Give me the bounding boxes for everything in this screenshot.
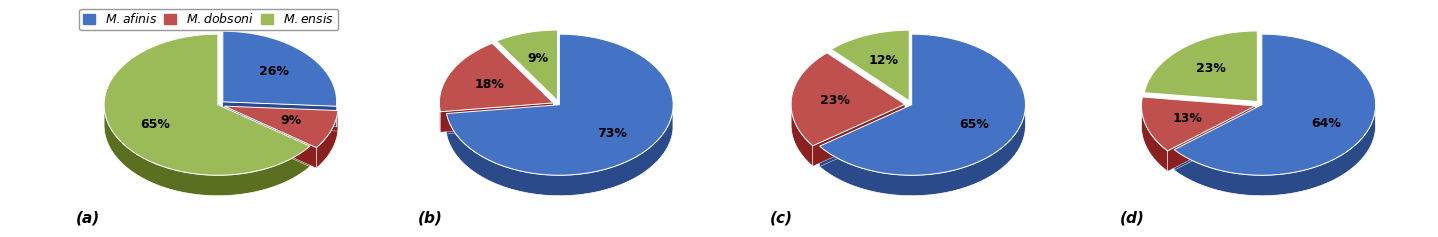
- Polygon shape: [446, 105, 559, 134]
- Polygon shape: [1175, 105, 1263, 170]
- Text: 18%: 18%: [475, 78, 505, 91]
- Polygon shape: [1145, 31, 1257, 101]
- Polygon shape: [224, 106, 316, 168]
- Polygon shape: [831, 30, 909, 101]
- Polygon shape: [219, 105, 311, 167]
- Text: 23%: 23%: [820, 94, 850, 107]
- Polygon shape: [446, 34, 673, 175]
- Text: 9%: 9%: [528, 52, 548, 65]
- Polygon shape: [812, 104, 905, 166]
- Polygon shape: [104, 106, 311, 196]
- Polygon shape: [820, 106, 1025, 196]
- Text: 65%: 65%: [139, 118, 170, 131]
- Polygon shape: [223, 102, 336, 127]
- Polygon shape: [820, 105, 912, 167]
- Text: 23%: 23%: [1196, 62, 1225, 75]
- Polygon shape: [223, 31, 336, 106]
- Polygon shape: [316, 111, 338, 168]
- Polygon shape: [791, 53, 905, 146]
- Polygon shape: [1142, 107, 1168, 171]
- Polygon shape: [496, 30, 558, 101]
- Polygon shape: [104, 34, 311, 175]
- Polygon shape: [820, 34, 1025, 175]
- Text: (c): (c): [769, 210, 792, 225]
- Text: 64%: 64%: [1311, 117, 1340, 130]
- Polygon shape: [1142, 97, 1255, 151]
- Polygon shape: [1175, 34, 1376, 175]
- Text: 65%: 65%: [959, 118, 989, 131]
- Polygon shape: [440, 103, 554, 132]
- Polygon shape: [224, 106, 338, 148]
- Text: 26%: 26%: [259, 65, 289, 78]
- Polygon shape: [446, 109, 673, 196]
- Polygon shape: [1175, 109, 1375, 196]
- Polygon shape: [224, 106, 338, 131]
- Polygon shape: [791, 105, 812, 166]
- Text: (b): (b): [417, 210, 443, 225]
- Legend: $M. afinis$, $M. dobsoni$, $M. ensis$: $M. afinis$, $M. dobsoni$, $M. ensis$: [79, 9, 338, 30]
- Text: 12%: 12%: [869, 54, 899, 67]
- Text: 13%: 13%: [1172, 112, 1202, 125]
- Text: (a): (a): [76, 210, 101, 225]
- Text: 73%: 73%: [597, 127, 627, 140]
- Text: 9%: 9%: [280, 114, 301, 128]
- Polygon shape: [1168, 106, 1255, 171]
- Text: (d): (d): [1120, 210, 1145, 225]
- Polygon shape: [440, 43, 554, 112]
